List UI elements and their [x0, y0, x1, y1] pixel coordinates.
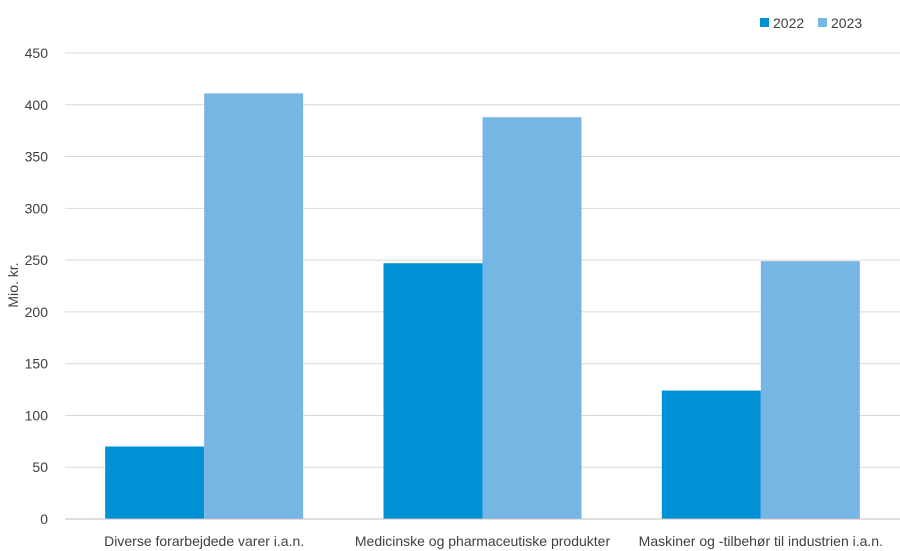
bar-2023-1 [204, 93, 304, 520]
bar-2022-2 [383, 263, 483, 519]
bars [105, 93, 860, 520]
legend-swatch-2023 [818, 18, 827, 27]
legend-swatch-2022 [760, 18, 769, 27]
y-tick-label-250: 250 [25, 252, 49, 268]
x-category-label-2: Medicinske og pharmaceutiske produkter [355, 533, 611, 549]
y-tick-label-400: 400 [25, 97, 49, 113]
y-tick-label-0: 0 [40, 511, 48, 527]
y-tick-label-350: 350 [25, 149, 49, 165]
x-category-label-3: Maskiner og -tilbehør til industrien i.a… [639, 533, 883, 549]
legend-label-2023: 2023 [831, 15, 862, 31]
bar-2023-3 [760, 261, 860, 519]
y-tick-label-450: 450 [25, 45, 49, 61]
y-tick-label-300: 300 [25, 200, 49, 216]
legend: 2022 2023 [760, 15, 862, 31]
legend-label-2022: 2022 [773, 15, 804, 31]
bar-2022-1 [105, 446, 205, 519]
bar-2023-2 [482, 117, 582, 520]
bar-2022-3 [661, 390, 761, 519]
x-category-label-1: Diverse forarbejdede varer i.a.n. [104, 533, 304, 549]
y-axis-label: Mio. kr. [5, 262, 21, 307]
y-tick-label-100: 100 [25, 407, 49, 423]
x-axis-category-labels: Diverse forarbejdede varer i.a.n. Medicin… [104, 533, 883, 549]
y-axis-ticks: 0 50 100 150 200 250 300 350 400 450 [25, 45, 49, 527]
y-tick-label-200: 200 [25, 304, 49, 320]
y-tick-label-50: 50 [32, 459, 48, 475]
y-tick-label-150: 150 [25, 356, 49, 372]
